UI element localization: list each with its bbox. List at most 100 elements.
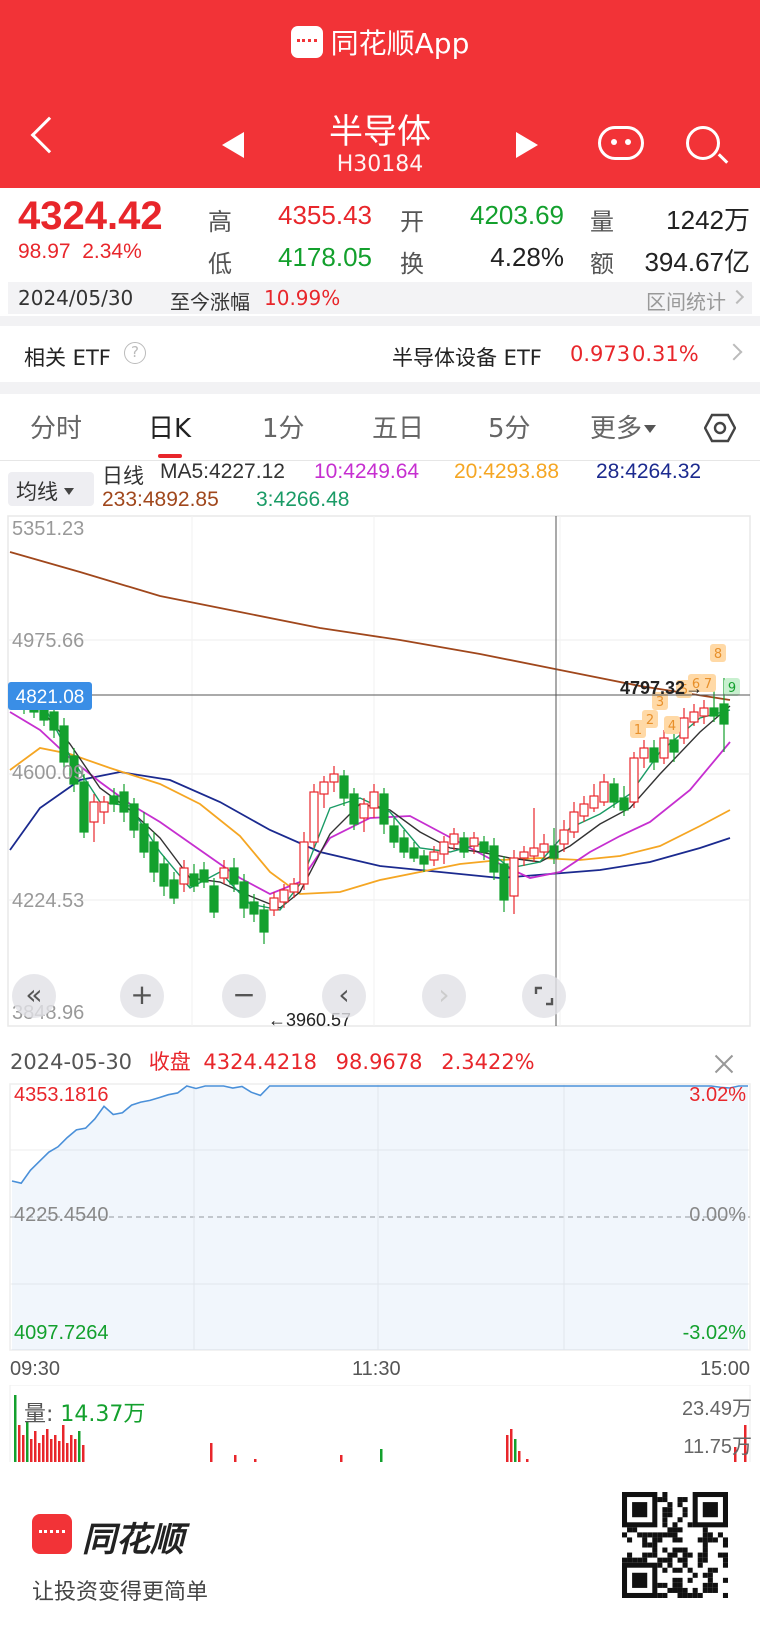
close-icon[interactable] — [712, 1052, 736, 1076]
volume-label-text: 量: — [24, 1402, 54, 1427]
badge-7: 7 — [704, 677, 712, 692]
candle — [429, 846, 439, 866]
close-percent: 2.3422% — [441, 1050, 535, 1074]
volume-bar — [78, 1431, 81, 1465]
volume-bars — [14, 1395, 747, 1465]
candle — [259, 904, 269, 944]
current-price: 4324.42 — [18, 194, 163, 238]
volume-bar — [510, 1429, 513, 1465]
volume-bar — [518, 1451, 521, 1465]
candle — [399, 830, 409, 858]
tab-more-label: 更多 — [590, 414, 643, 444]
candle — [59, 718, 69, 768]
volume-bar — [66, 1443, 69, 1465]
tab-more[interactable]: 更多 — [590, 408, 657, 445]
volume-value: 1242万 — [666, 205, 750, 235]
candle — [679, 708, 689, 744]
candle — [499, 856, 509, 912]
candle — [529, 808, 539, 862]
open-label: 开 — [400, 208, 424, 236]
etf-percent: 0.31% — [632, 342, 699, 366]
volume-label: 量 — [590, 208, 614, 236]
assistant-robot-icon[interactable] — [598, 126, 644, 160]
high-label: 高 — [208, 208, 232, 236]
scroll-to-start-button[interactable]: « — [12, 974, 56, 1018]
chevron-right-icon — [725, 343, 743, 361]
related-etf-row[interactable]: 相关 ETF ? 半导体设备 ETF 0.973 0.31% — [0, 328, 760, 380]
ma20-value: 20:4293.88 — [454, 460, 560, 483]
ma28-value: 28:4264.32 — [596, 460, 702, 483]
tab-5min[interactable]: 5分 — [488, 414, 531, 444]
scroll-left-button[interactable]: ‹ — [322, 974, 366, 1018]
intraday-base-percent: 0.00% — [689, 1204, 746, 1226]
volume-bar — [74, 1439, 77, 1465]
search-icon[interactable] — [686, 126, 720, 160]
badge-2: 2 — [646, 713, 654, 728]
candle — [559, 820, 569, 852]
candle — [579, 796, 589, 822]
candle — [689, 704, 699, 726]
candle — [69, 748, 79, 792]
volume-bar — [38, 1443, 41, 1465]
scroll-right-button[interactable]: › — [422, 974, 466, 1018]
candle — [279, 884, 289, 908]
footer-banner: 同花顺 让投资变得更简单 — [0, 1462, 760, 1648]
candle — [99, 796, 109, 824]
intraday-chart[interactable] — [0, 1080, 760, 1356]
candle — [489, 838, 499, 880]
caret-down-icon — [64, 488, 74, 495]
ma-select[interactable]: 均线 — [8, 472, 94, 506]
candlesticks — [9, 678, 729, 944]
tab-daily-k[interactable]: 日K — [148, 414, 192, 444]
badge-1: 1 — [634, 723, 642, 738]
volume-bar — [506, 1435, 509, 1465]
tab-1min[interactable]: 1分 — [262, 414, 305, 444]
candle — [469, 832, 479, 854]
fullscreen-button[interactable] — [522, 974, 566, 1018]
divider — [0, 460, 760, 461]
volume-bar — [380, 1449, 383, 1465]
brand-slogan: 让投资变得更简单 — [32, 1580, 209, 1605]
active-tab-indicator — [158, 454, 182, 458]
candle — [619, 786, 629, 816]
volume-bar — [734, 1447, 737, 1465]
kline-axis-label: 4224.53 — [12, 890, 85, 912]
crosshair: 4821.08 — [8, 516, 750, 1026]
badge-4: 4 — [668, 719, 676, 734]
app-header: 同花顺App 半导体 H30184 — [0, 0, 760, 188]
volume-bar — [30, 1439, 33, 1465]
ma20-line — [9, 747, 731, 895]
time-label-open: 09:30 — [10, 1358, 61, 1380]
brand-name: 同花顺 — [82, 1520, 184, 1560]
zoom-out-button[interactable]: − — [222, 974, 266, 1018]
badge-6: 6 — [692, 677, 700, 692]
prev-stock-icon[interactable] — [222, 132, 244, 158]
app-title-text: 同花顺App — [330, 27, 470, 60]
volume-bar — [26, 1421, 29, 1465]
range-stat-link[interactable]: 区间统计 — [646, 290, 726, 314]
candle — [609, 778, 619, 808]
candle — [269, 892, 279, 916]
next-stock-icon[interactable] — [516, 132, 538, 158]
turnover-label: 换 — [400, 250, 424, 278]
candle — [699, 700, 709, 724]
caret-down-icon — [644, 425, 657, 433]
volume-chart — [9, 1385, 751, 1465]
turnover-value: 4.28% — [490, 242, 564, 272]
tab-timeshare[interactable]: 分时 — [30, 414, 83, 444]
help-icon[interactable]: ? — [124, 342, 146, 364]
zoom-in-button[interactable]: + — [120, 974, 164, 1018]
intraday-base-price: 4225.4540 — [14, 1204, 109, 1226]
kline-chart[interactable]: 1 2 3 4 5 6 7 8 9 4821.08 4797.32→ ←3960… — [0, 512, 760, 1032]
ma10-value: 10:4249.64 — [314, 460, 420, 483]
candle — [419, 850, 429, 872]
tab-5day[interactable]: 五日 — [372, 414, 425, 444]
brand-logo-icon — [32, 1514, 72, 1554]
volume-bar — [14, 1395, 17, 1465]
kline-axis-label: 4975.66 — [12, 630, 85, 652]
candle — [119, 784, 129, 822]
intraday-max-percent: 3.02% — [689, 1084, 746, 1106]
kline-axis-label: 4600.09 — [12, 762, 85, 784]
settings-icon[interactable] — [704, 412, 736, 444]
candle — [319, 776, 329, 808]
